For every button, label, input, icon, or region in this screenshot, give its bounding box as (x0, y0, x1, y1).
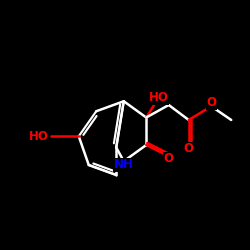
Text: NH: NH (114, 158, 134, 172)
Text: O: O (206, 96, 216, 109)
Text: O: O (184, 142, 194, 155)
Text: O: O (164, 152, 174, 165)
Text: HO: HO (149, 91, 169, 104)
Text: HO: HO (29, 130, 49, 143)
